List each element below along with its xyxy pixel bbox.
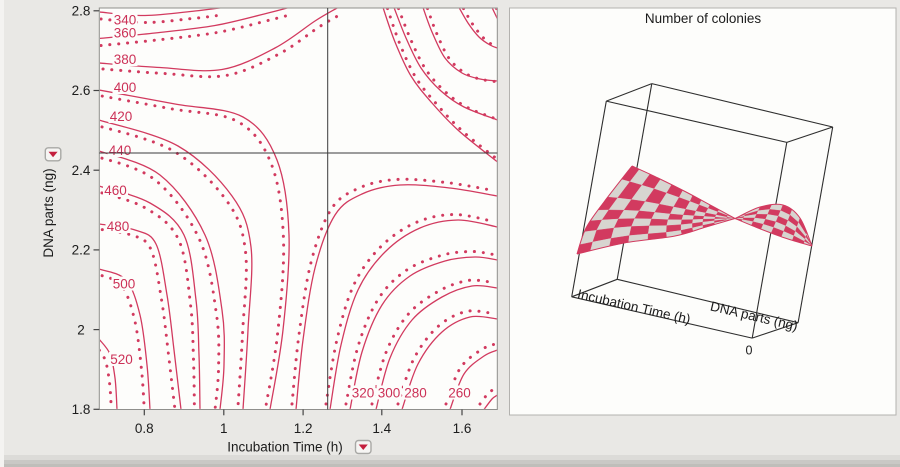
svg-text:380: 380	[114, 52, 137, 67]
svg-text:DNA parts (ng): DNA parts (ng)	[41, 168, 56, 257]
svg-text:440: 440	[109, 143, 132, 158]
svg-text:2.6: 2.6	[72, 83, 91, 98]
svg-text:Incubation Time (h): Incubation Time (h)	[227, 440, 343, 455]
svg-text:0.8: 0.8	[135, 421, 154, 436]
svg-text:500: 500	[113, 276, 136, 291]
svg-text:460: 460	[104, 183, 127, 198]
svg-text:420: 420	[110, 109, 133, 124]
svg-text:0: 0	[746, 344, 753, 358]
svg-text:360: 360	[114, 25, 137, 40]
svg-text:2.4: 2.4	[72, 163, 91, 178]
svg-text:320: 320	[352, 385, 375, 400]
svg-text:480: 480	[107, 219, 130, 234]
svg-text:2: 2	[77, 322, 85, 337]
svg-text:520: 520	[110, 352, 133, 367]
svg-text:Number of colonies: Number of colonies	[645, 11, 762, 26]
svg-text:400: 400	[114, 80, 137, 95]
svg-text:1.2: 1.2	[294, 421, 313, 436]
svg-text:1.6: 1.6	[453, 421, 472, 436]
svg-text:2.8: 2.8	[72, 4, 91, 19]
svg-text:300: 300	[378, 385, 401, 400]
svg-text:2.2: 2.2	[72, 243, 91, 258]
svg-text:1.4: 1.4	[372, 421, 391, 436]
svg-text:1: 1	[220, 421, 228, 436]
svg-text:260: 260	[448, 385, 471, 400]
svg-text:1.8: 1.8	[72, 402, 91, 417]
svg-text:280: 280	[404, 385, 427, 400]
svg-text:340: 340	[114, 12, 137, 27]
